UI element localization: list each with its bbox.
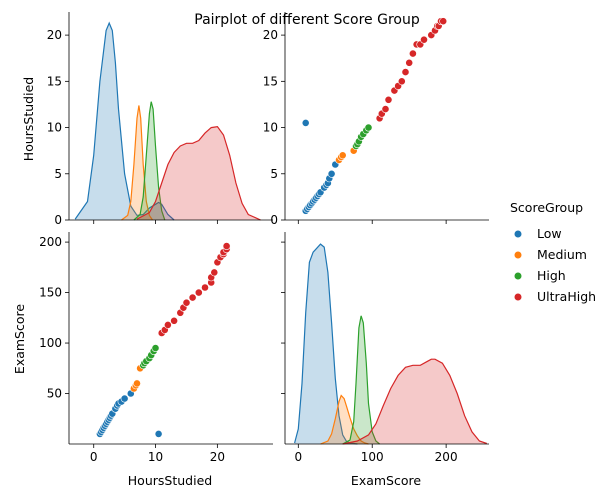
y-tick-label: 0: [54, 213, 62, 227]
x-axis-label-col2: ExamScore: [351, 473, 421, 488]
point-ultrahigh: [201, 283, 209, 292]
y-axis-label-row1: HoursStudied: [21, 77, 36, 161]
point-high: [364, 123, 373, 132]
x-axis-label-col1: HoursStudied: [128, 473, 212, 488]
legend-marker-ultrahigh: [513, 292, 523, 302]
y-tick-label: 20: [47, 28, 62, 42]
legend-label-ultrahigh: UltraHigh: [537, 289, 596, 304]
panel-score-vs-hours-scatter: 0 5 10 15 20: [263, 12, 489, 227]
point-ultrahigh: [194, 288, 203, 297]
legend-label-high: High: [537, 268, 566, 283]
y-axis-label-row2: ExamScore: [12, 304, 27, 374]
point-ultrahigh: [397, 77, 406, 86]
kde-line-low: [294, 243, 358, 445]
x-tick-label: 0: [294, 450, 302, 464]
point-low: [327, 169, 336, 178]
point-ultrahigh: [182, 298, 191, 307]
point-medium: [133, 379, 141, 388]
kde-line-medium: [121, 105, 153, 221]
point-ultrahigh: [163, 320, 172, 329]
point-ultrahigh: [384, 95, 393, 104]
point-ultrahigh: [408, 49, 417, 58]
panel-hours-kde: 0 5 10 15 20: [47, 12, 273, 227]
point-ultrahigh: [170, 316, 178, 325]
legend-marker-high: [513, 271, 523, 281]
kde-line-ultrahigh: [342, 358, 487, 445]
y-tick-label: 15: [47, 74, 62, 88]
legend-entries: Low Medium High UltraHigh: [513, 226, 596, 304]
point-ultrahigh: [439, 17, 448, 26]
y-tick-label: 10: [263, 121, 278, 135]
point-low: [154, 429, 163, 438]
kde-line-high: [342, 315, 380, 445]
legend-label-medium: Medium: [537, 247, 587, 262]
legend-marker-low: [513, 229, 523, 239]
legend-title: ScoreGroup: [510, 200, 583, 215]
kde-line-high: [133, 101, 166, 221]
legend: ScoreGroup Low Medium High UltraHigh: [510, 200, 596, 304]
kde-fill-high: [133, 101, 165, 220]
point-ultrahigh: [401, 68, 410, 76]
y-tick-label: 150: [39, 286, 62, 300]
point-medium: [338, 151, 347, 160]
y-tick-label: 0: [270, 213, 278, 227]
y-tick-label: 10: [47, 121, 62, 135]
point-low: [120, 394, 129, 403]
point-ultrahigh: [222, 242, 231, 250]
point-ultrahigh: [381, 105, 390, 113]
y-tick-label: 15: [263, 74, 278, 88]
x-tick-label: 0: [90, 450, 98, 464]
kde-line-medium: [320, 394, 369, 445]
y-tick-label: 200: [39, 235, 62, 249]
figure-title: Pairplot of different Score Group: [194, 12, 420, 28]
kde-fill-ultrahigh: [342, 359, 487, 444]
kde-fill-low: [294, 244, 358, 444]
y-tick-label: 5: [270, 167, 278, 181]
legend-marker-medium: [513, 250, 523, 260]
kde-fill-ultrahigh: [137, 126, 261, 220]
x-tick-label: 10: [148, 450, 163, 464]
kde-line-low: [74, 21, 175, 221]
point-high: [151, 344, 160, 352]
kde-fill-low: [75, 23, 175, 220]
y-tick-label: 5: [54, 167, 62, 181]
x-tick-label: 200: [435, 450, 458, 464]
point-ultrahigh: [188, 293, 197, 302]
point-ultrahigh: [405, 58, 414, 67]
y-tick-label: 20: [263, 28, 278, 42]
kde-fill-high: [342, 315, 380, 444]
panel-hours-vs-score-scatter: 0 10 20 50 100 150 200: [39, 232, 273, 464]
y-tick-label: 50: [47, 387, 62, 401]
kde-fill-medium: [121, 105, 153, 220]
point-low: [301, 119, 310, 127]
point-ultrahigh: [420, 35, 428, 44]
kde-line-ultrahigh: [136, 125, 261, 221]
x-tick-label: 100: [361, 450, 384, 464]
panel-score-kde: 0 100 200: [281, 232, 489, 464]
point-ultrahigh: [210, 268, 219, 277]
y-tick-label: 100: [39, 336, 62, 350]
legend-label-low: Low: [537, 226, 562, 241]
x-tick-label: 20: [210, 450, 225, 464]
